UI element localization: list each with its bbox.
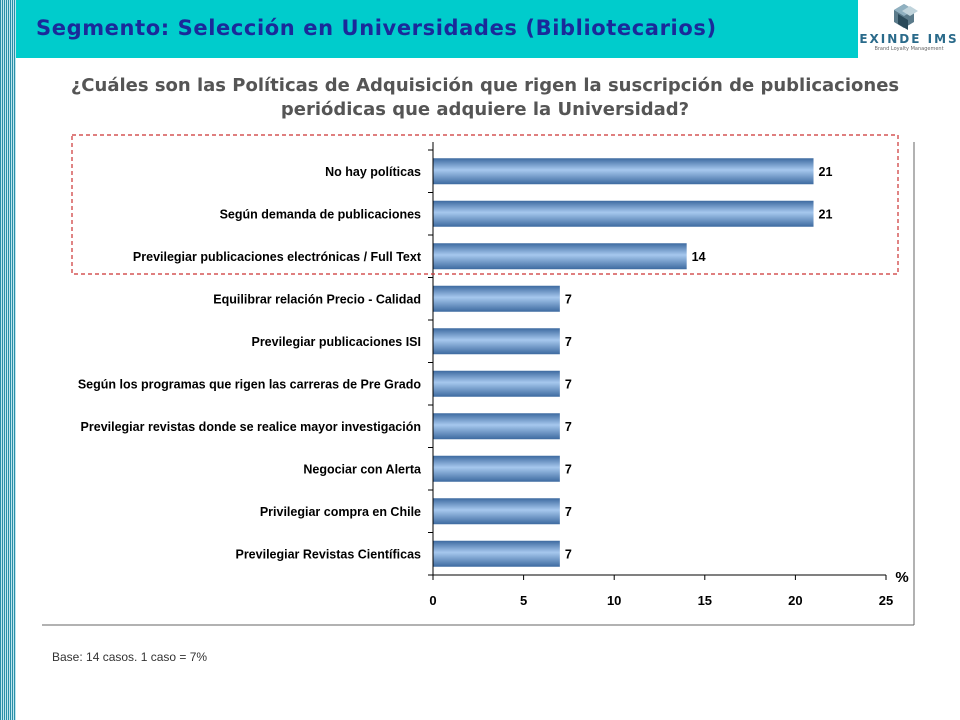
bar: [433, 413, 560, 440]
bar: [433, 158, 814, 185]
x-tick-label: 5: [520, 593, 527, 608]
axes-layer: 0 5 10 15 20 25%: [428, 142, 909, 608]
header-bar: Segmento: Selección en Universidades (Bi…: [16, 0, 960, 58]
category-label: Privilegiar compra en Chile: [260, 505, 421, 519]
value-label: 7: [565, 420, 572, 434]
value-label: 7: [565, 292, 572, 306]
brand-logo: EXINDE IMS Brand Loyalty Management: [858, 0, 960, 58]
logo-tagline: Brand Loyalty Management: [874, 46, 944, 52]
footnote-base: Base: 14 casos. 1 caso = 7%: [52, 650, 208, 664]
bar: [433, 200, 814, 227]
value-label: 14: [692, 250, 706, 264]
bars-layer: No hay políticas 21 Según demanda de publi…: [78, 158, 833, 567]
x-tick-label: 15: [698, 593, 712, 608]
cube-logo-icon: [894, 4, 918, 30]
category-label: Según los programas que rigen las carrer…: [78, 377, 422, 391]
value-label: 21: [819, 207, 833, 221]
category-label: Negociar con Alerta: [303, 462, 422, 476]
value-label: 7: [565, 505, 572, 519]
bar: [433, 540, 560, 567]
category-label: Previlegiar Revistas Científicas: [235, 547, 421, 561]
bar: [433, 328, 560, 355]
chart-question: ¿Cuáles son las Políticas de Adquisición…: [40, 74, 930, 122]
value-label: 7: [565, 377, 572, 391]
highlight-box: [71, 134, 899, 275]
x-tick-label: 10: [607, 593, 621, 608]
category-label: Previlegiar revistas donde se realice ma…: [81, 420, 421, 434]
value-label: 21: [819, 165, 833, 179]
category-label: Según demanda de publicaciones: [220, 207, 421, 221]
question-line-1: ¿Cuáles son las Políticas de Adquisición…: [70, 75, 900, 96]
category-label: Equilibrar relación Precio - Calidad: [213, 292, 421, 306]
category-label: Previlegiar publicaciones electrónicas /…: [133, 250, 422, 264]
bar: [433, 455, 560, 482]
left-stripe-decoration: [0, 0, 16, 720]
logo-text: EXINDE IMS: [859, 32, 959, 46]
bar: [433, 243, 687, 270]
x-tick-label: 25: [879, 593, 893, 608]
x-tick-label: 20: [788, 593, 802, 608]
x-tick-label: 0: [429, 593, 436, 608]
bar: [433, 498, 560, 525]
page-title: Segmento: Selección en Universidades (Bi…: [36, 16, 717, 40]
value-label: 7: [565, 335, 572, 349]
value-label: 7: [565, 547, 572, 561]
bar: [433, 285, 560, 312]
x-axis-unit-label: %: [895, 569, 908, 586]
value-label: 7: [565, 462, 572, 476]
bar: [433, 370, 560, 397]
category-label: Previlegiar publicaciones ISI: [251, 335, 421, 349]
question-line-2: periódicas que adquiere la Universidad?: [280, 99, 690, 120]
category-label: No hay políticas: [325, 165, 421, 179]
